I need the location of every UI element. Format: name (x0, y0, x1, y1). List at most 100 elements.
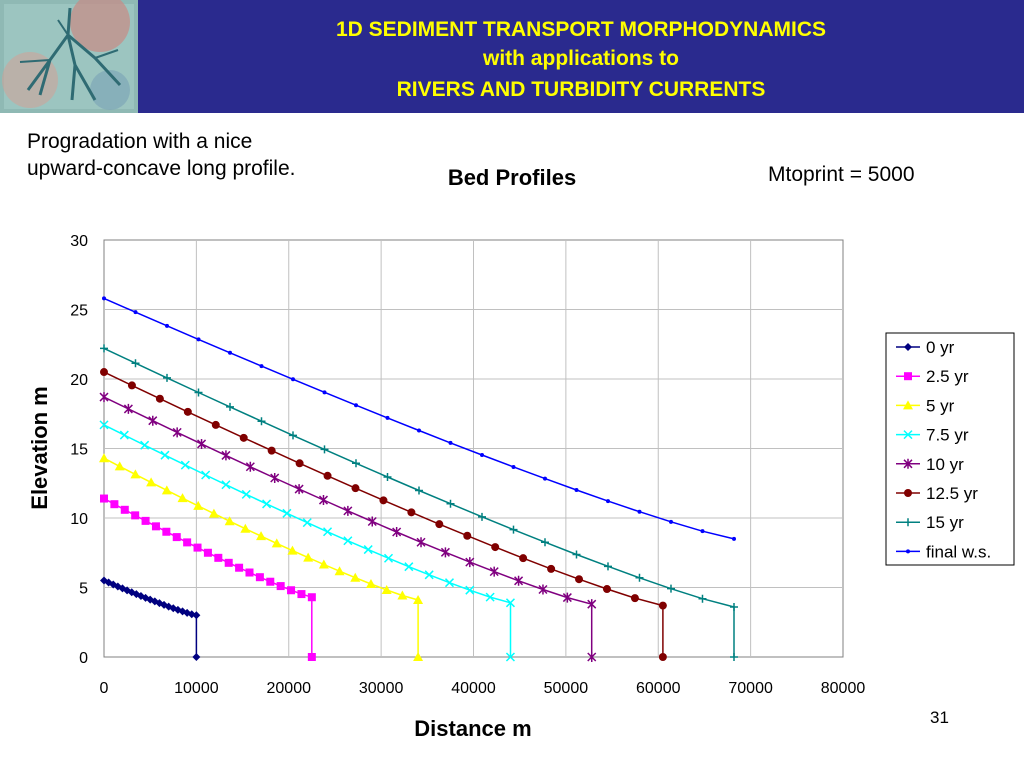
data-point (221, 480, 231, 490)
data-point (323, 471, 332, 480)
data-point (365, 579, 376, 589)
data-point (172, 427, 182, 438)
data-point (574, 488, 579, 493)
data-point (141, 516, 150, 525)
note-line1: Progradation with a nice (27, 130, 253, 153)
data-point (542, 476, 547, 481)
data-point (307, 653, 316, 661)
series-2-5-yr (100, 494, 316, 661)
legend-label: final w.s. (926, 542, 991, 561)
data-point (267, 446, 276, 455)
series-final-w-s- (102, 296, 736, 541)
data-point (123, 403, 133, 414)
course-title-line3: RIVERS AND TURBIDITY CURRENTS (396, 78, 766, 101)
data-point (587, 652, 597, 662)
series-line (103, 457, 419, 657)
series-line (103, 424, 512, 657)
data-point (100, 368, 108, 377)
data-point (192, 611, 201, 620)
course-title-line2: with applications to (482, 47, 679, 70)
data-point (416, 537, 426, 548)
y-tick-label: 10 (70, 511, 88, 528)
series-12-5-yr (100, 368, 667, 661)
data-point (239, 433, 248, 442)
x-tick-label: 50000 (544, 680, 589, 697)
data-point (131, 511, 140, 520)
data-point (562, 592, 572, 603)
data-point (102, 296, 106, 301)
data-point (729, 602, 738, 611)
legend-label: 7.5 yr (926, 426, 969, 445)
data-point (465, 585, 475, 595)
data-point (463, 531, 472, 540)
data-point (287, 586, 296, 595)
data-point (489, 566, 499, 577)
legend-label: 2.5 yr (926, 367, 969, 386)
data-point (303, 552, 314, 562)
data-point (294, 484, 304, 495)
data-point (322, 390, 327, 395)
data-point (151, 522, 160, 531)
x-tick-label: 10000 (174, 680, 219, 697)
data-point (162, 527, 171, 536)
series-15-yr (100, 344, 738, 661)
series-line (103, 497, 313, 657)
data-point (343, 536, 353, 546)
data-point (196, 337, 201, 342)
data-point (635, 573, 644, 582)
data-point (290, 377, 295, 382)
data-point (397, 590, 408, 600)
data-point (404, 562, 414, 572)
data-point (477, 512, 486, 521)
legend: 0 yr 2.5 yr 5 yr 7.5 yr 10 yr 12.5 yr 15 yr fin… (885, 332, 1015, 566)
data-point (519, 554, 528, 563)
page-number: 31 (930, 708, 949, 727)
data-point (271, 538, 282, 548)
river-delta-logo (0, 0, 138, 113)
data-point (906, 549, 910, 554)
data-point (100, 344, 108, 353)
data-point (245, 568, 254, 577)
data-point (351, 459, 360, 468)
data-point (262, 499, 272, 509)
x-tick-label: 80000 (821, 680, 866, 697)
data-point (155, 394, 164, 403)
slide-header: 1D SEDIMENT TRANSPORT MORPHODYNAMICS wit… (0, 0, 1024, 113)
data-point (214, 553, 223, 562)
data-point (381, 584, 392, 594)
data-point (99, 453, 109, 463)
data-point (287, 545, 298, 555)
data-point (131, 359, 140, 368)
legend-item: 15 yr (896, 513, 964, 532)
data-point (221, 450, 231, 461)
data-point (435, 520, 444, 529)
data-point (658, 653, 667, 661)
data-point (208, 508, 219, 518)
data-point (414, 486, 423, 495)
data-point (392, 526, 402, 537)
data-point (193, 543, 202, 552)
data-point (201, 470, 211, 480)
data-point (363, 545, 373, 555)
y-tick-label: 0 (79, 650, 88, 667)
data-point (385, 415, 390, 420)
data-point (100, 494, 108, 503)
legend-label: 0 yr (926, 338, 955, 357)
data-point (440, 547, 450, 558)
data-point (183, 407, 192, 416)
data-point (700, 529, 705, 534)
x-tick-label: 70000 (728, 680, 773, 697)
series-7-5-yr (99, 420, 515, 662)
data-point (225, 402, 234, 411)
data-point (479, 453, 484, 458)
data-point (211, 420, 220, 429)
data-point (245, 461, 255, 472)
data-point (379, 496, 388, 505)
legend-label: 15 yr (926, 513, 964, 532)
data-point (163, 373, 171, 382)
data-point (172, 533, 181, 542)
data-point (668, 519, 673, 524)
data-point (334, 566, 345, 576)
legend-item: 10 yr (896, 455, 964, 474)
